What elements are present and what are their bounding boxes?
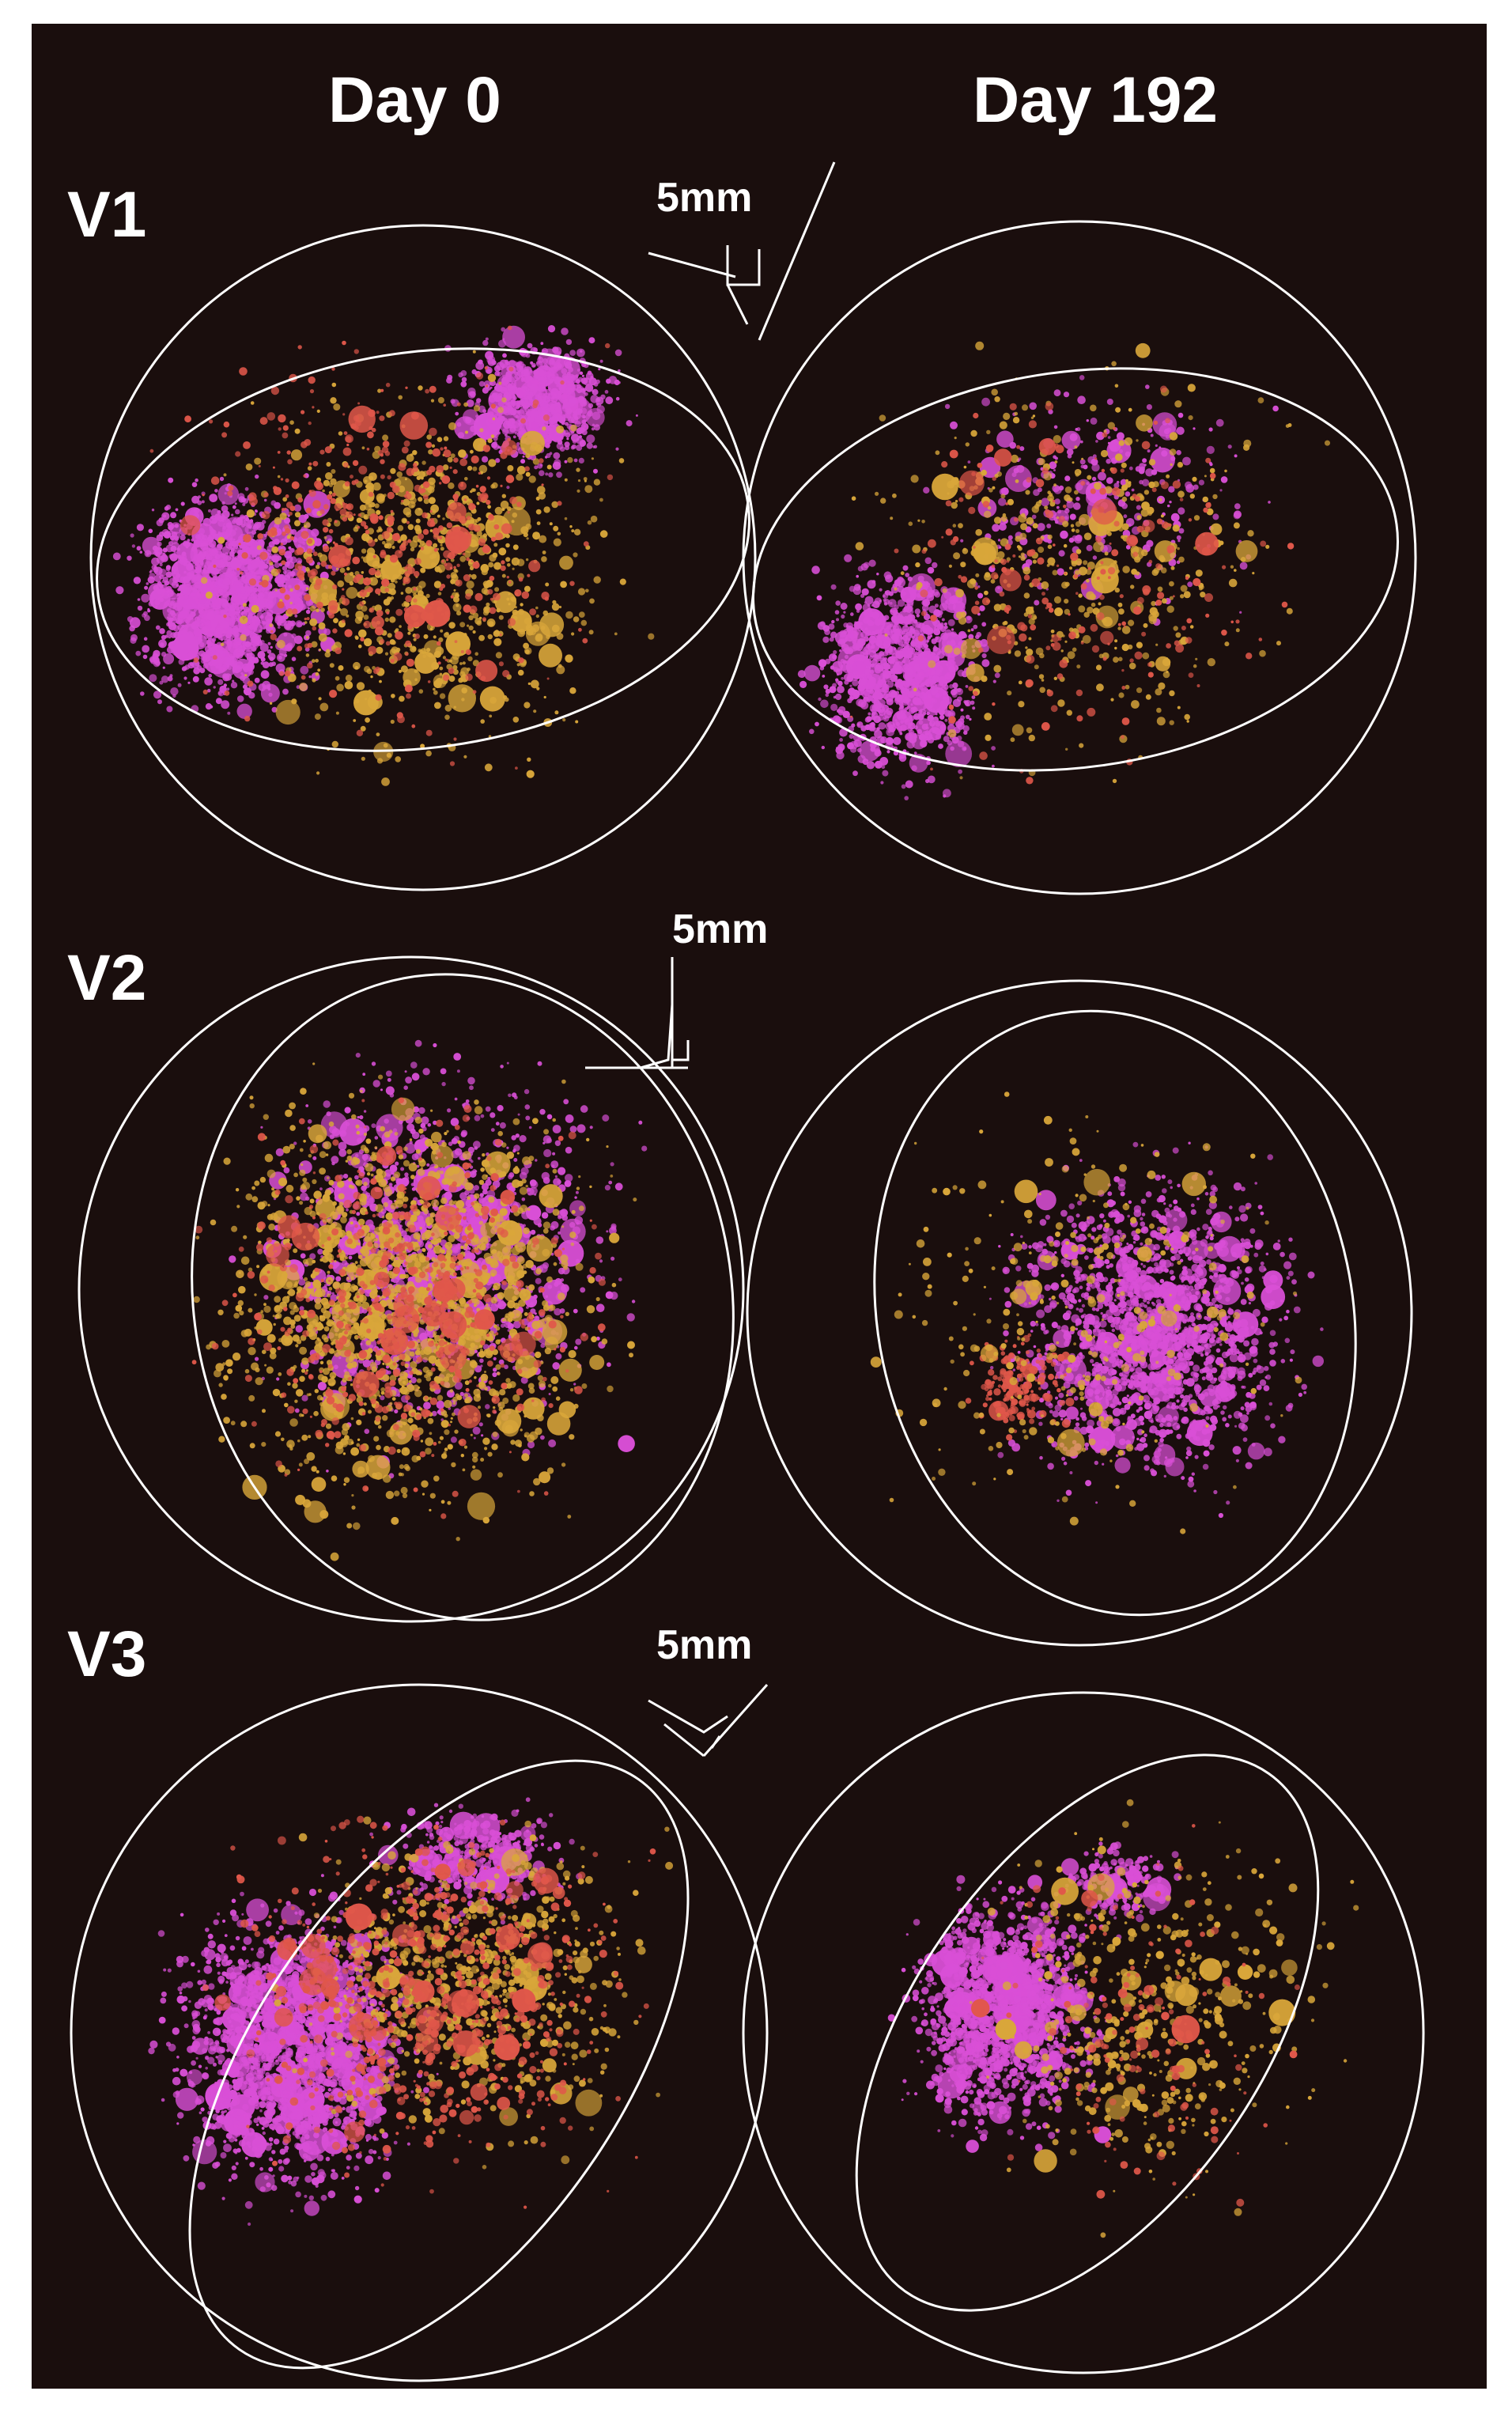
panel-v3-day192 — [742, 1691, 1425, 2374]
row-label-v1: V1 — [67, 179, 147, 251]
sample-outline-ellipse — [855, 1754, 1320, 2312]
panel-v1-day0 — [89, 224, 757, 891]
sample-outline-circle — [89, 224, 757, 891]
sample-outline-circle — [746, 979, 1413, 1647]
particle-field — [797, 341, 1330, 800]
scale-bar-label-v1: 5mm — [656, 175, 753, 221]
sample-outline-circle — [742, 1691, 1425, 2374]
particle-field — [887, 1799, 1359, 2238]
sample-outline-circle — [70, 1683, 769, 2382]
particle-field — [112, 325, 655, 786]
panel-v2-day0 — [77, 955, 745, 1623]
scale-bar-label-v2: 5mm — [672, 906, 769, 952]
sample-outline-circle — [742, 220, 1417, 895]
panel-v3-day0 — [70, 1683, 769, 2382]
column-title-day-0: Day 0 — [328, 64, 501, 136]
scale-axes-v2 — [585, 957, 690, 1069]
sample-outline-ellipse — [188, 1759, 690, 2370]
sample-outline-ellipse — [191, 973, 735, 1621]
scan-renderings — [70, 161, 1425, 2382]
sample-outline-ellipse — [752, 367, 1399, 772]
scale-axes-v1 — [648, 161, 836, 341]
scale-bar-label-v3: 5mm — [656, 1622, 753, 1668]
row-label-v3: V3 — [67, 1618, 147, 1690]
row-label-v2: V2 — [67, 942, 147, 1014]
sample-outline-circle — [77, 955, 745, 1623]
particle-field — [870, 1091, 1325, 1534]
particle-field — [191, 1039, 648, 1561]
particle-field — [148, 1797, 674, 2227]
panel-v1-day192 — [742, 220, 1417, 895]
scale-axes-v3 — [648, 1684, 769, 1757]
column-title-day-192: Day 192 — [973, 64, 1219, 136]
sample-outline-ellipse — [873, 1009, 1357, 1617]
figure-panel: Day 0 Day 192 V1 V2 V3 5mm 5mm 5mm — [32, 24, 1487, 2389]
panel-v2-day192 — [746, 979, 1413, 1647]
